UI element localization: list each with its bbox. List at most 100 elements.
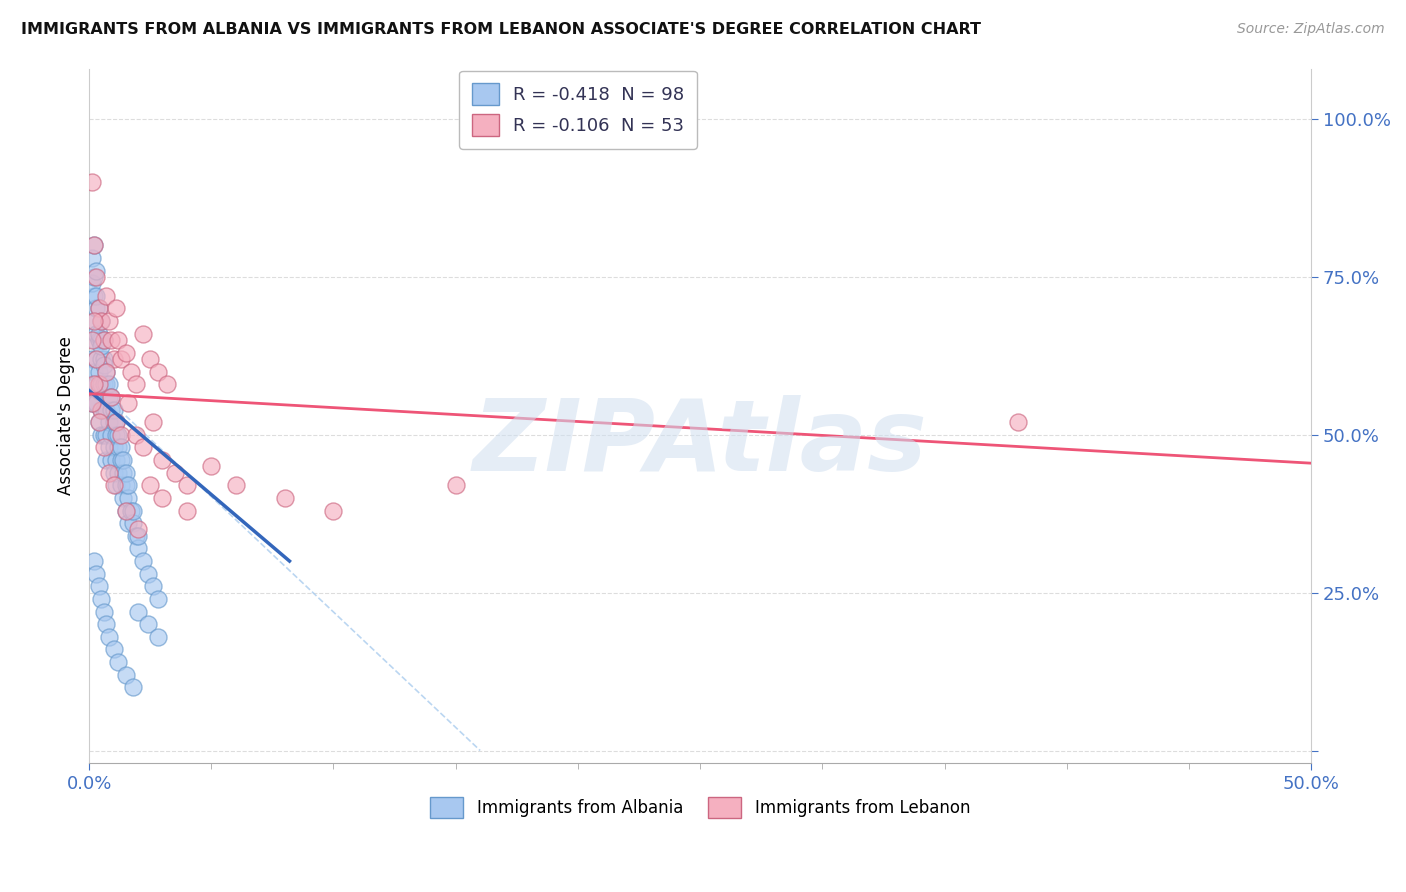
Point [90,339,112,353]
Point [96,427,118,442]
Point [87,365,110,379]
Point [107,441,129,455]
Point [93,402,115,417]
Point [103,642,125,657]
Point [176,478,198,492]
Point [103,415,125,429]
Point [90,427,112,442]
Point [97,630,120,644]
Point [93,441,115,455]
Point [97,377,120,392]
Point [122,516,145,531]
Point [90,591,112,606]
Point [96,402,118,417]
Point [112,453,135,467]
Point [142,579,165,593]
Point [200,459,222,474]
Point [100,333,122,347]
Point [86,301,108,316]
Point [103,351,125,366]
Point [110,441,132,455]
Point [83,314,105,328]
Point [146,630,169,644]
Point [146,365,169,379]
Point [1007,415,1029,429]
Point [80,251,103,265]
Point [120,503,142,517]
Point [132,441,155,455]
Point [122,503,145,517]
Point [110,478,132,492]
Point [96,365,118,379]
Point [152,453,174,467]
Point [80,377,103,392]
Point [100,453,122,467]
Point [104,301,127,316]
Point [96,617,118,632]
Point [146,591,169,606]
Point [90,402,112,417]
Point [136,617,159,632]
Text: IMMIGRANTS FROM ALBANIA VS IMMIGRANTS FROM LEBANON ASSOCIATE'S DEGREE CORRELATIO: IMMIGRANTS FROM ALBANIA VS IMMIGRANTS FR… [21,22,981,37]
Point [87,326,110,341]
Point [96,377,118,392]
Point [104,453,127,467]
Text: ZIPAtlas: ZIPAtlas [472,395,928,492]
Point [83,238,105,252]
Point [139,478,162,492]
Point [117,396,139,410]
Point [87,384,110,398]
Point [107,466,129,480]
Point [110,453,132,467]
Point [104,415,127,429]
Point [83,238,105,252]
Text: Source: ZipAtlas.com: Source: ZipAtlas.com [1237,22,1385,37]
Point [322,503,344,517]
Point [87,415,110,429]
Point [93,427,115,442]
Point [87,377,110,392]
Point [273,491,295,505]
Point [117,491,139,505]
Point [86,326,108,341]
Point [97,441,120,455]
Point [80,175,103,189]
Point [100,390,122,404]
Point [80,396,103,410]
Point [104,415,127,429]
Point [114,466,136,480]
Point [114,503,136,517]
Point [136,566,159,581]
Point [103,478,125,492]
Point [90,333,112,347]
Point [114,478,136,492]
Point [80,351,103,366]
Point [139,351,162,366]
Point [132,326,155,341]
Point [86,351,108,366]
Point [83,269,105,284]
Point [83,289,105,303]
Point [110,427,132,442]
Point [93,377,115,392]
Point [163,466,186,480]
Point [124,427,146,442]
Point [107,427,129,442]
Point [96,289,118,303]
Point [107,333,129,347]
Point [112,491,135,505]
Point [124,529,146,543]
Point [93,359,115,373]
Point [87,301,110,316]
Point [83,377,105,392]
Point [156,377,179,392]
Point [86,377,108,392]
Point [83,554,105,568]
Point [176,503,198,517]
Point [87,301,110,316]
Point [83,365,105,379]
Point [97,415,120,429]
Point [90,402,112,417]
Point [90,314,112,328]
Point [127,529,149,543]
